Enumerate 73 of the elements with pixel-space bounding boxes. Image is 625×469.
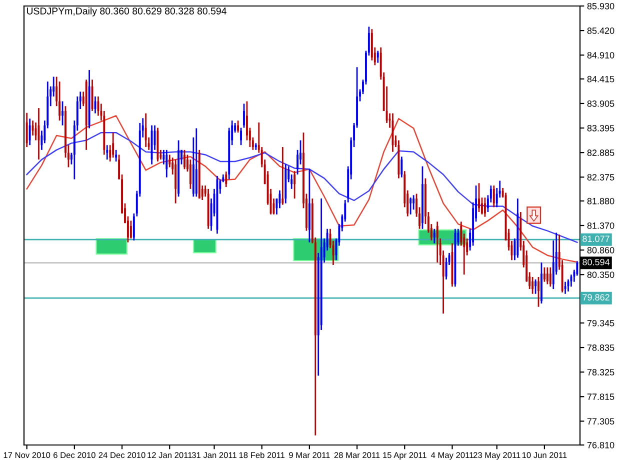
y-tick-label: 81.880	[587, 198, 614, 204]
x-tick-label: 18 Feb 2011	[239, 452, 285, 458]
candlestick	[184, 149, 186, 170]
x-tick-label: 28 Mar 2011	[334, 452, 380, 458]
candlestick	[294, 170, 296, 200]
x-tick-label: 23 May 2011	[473, 452, 520, 460]
candlestick	[410, 196, 412, 216]
candlestick	[118, 154, 120, 180]
candlestick	[376, 50, 379, 64]
candlestick	[240, 127, 242, 146]
chart-title: USDJPYm,Daily 80.360 80.629 80.328 80.594	[26, 7, 226, 16]
y-tick-label: 76.810	[587, 442, 614, 448]
candlestick	[62, 100, 64, 126]
y-tick-label: 79.345	[587, 320, 614, 326]
ref-line-label: 80.594	[582, 258, 610, 266]
candlestick	[189, 158, 192, 190]
candlestick	[106, 144, 108, 160]
candlestick	[166, 149, 168, 178]
y-tick-label: 77.305	[587, 418, 614, 425]
y-tick-label: 85.420	[587, 28, 614, 34]
y-tick-label: 83.395	[587, 124, 614, 132]
candlestick	[412, 194, 415, 210]
candlestick	[534, 278, 536, 295]
candlestick	[278, 190, 281, 209]
x-tick-label: 9 Mar 2011	[289, 452, 330, 458]
y-tick-label: 78.325	[587, 369, 614, 376]
x-tick-label: 6 Dec 2010	[54, 452, 96, 458]
candlestick	[532, 276, 534, 295]
candlestick	[115, 149, 118, 162]
candlestick	[112, 132, 114, 158]
candlestick	[492, 184, 495, 208]
ref-line-label: 81.077	[582, 236, 610, 242]
x-tick-label: 17 Nov 2010	[4, 452, 50, 458]
candlestick	[282, 146, 284, 206]
candlestick	[58, 80, 61, 122]
x-tick-label: 10 Jun 2011	[522, 452, 567, 458]
y-tick-label: 78.835	[587, 344, 614, 351]
candlestick	[26, 112, 28, 148]
y-tick-label: 81.370	[587, 222, 614, 229]
candlestick	[178, 140, 180, 198]
y-tick-label: 84.910	[587, 52, 614, 58]
y-tick-label: 82.375	[587, 174, 614, 180]
candlestick	[144, 112, 147, 148]
x-tick-label: 24 Dec 2010	[98, 452, 146, 458]
candlestick	[28, 118, 31, 146]
x-tick-label: 31 Jan 2011	[192, 452, 236, 458]
candlestick	[433, 228, 436, 244]
y-tick-label: 84.415	[587, 76, 614, 82]
candlestick	[478, 182, 480, 213]
line-series	[26, 132, 578, 243]
candlestick	[543, 266, 546, 283]
x-tick-label: 4 May 2011	[430, 452, 474, 460]
candlestick	[549, 266, 552, 288]
candlestick	[400, 156, 403, 178]
y-tick-label: 80.860	[587, 247, 614, 254]
y-tick-label: 85.930	[587, 2, 614, 10]
candlestick	[130, 220, 132, 240]
candlestick	[436, 220, 438, 264]
y-tick-label: 82.885	[587, 150, 614, 156]
candlestick	[484, 196, 486, 218]
candlestick	[243, 103, 245, 128]
candlestick	[237, 120, 240, 134]
x-tick-label: 12 Jan 2011	[148, 452, 192, 458]
candlestick	[546, 266, 548, 285]
y-tick-label: 80.350	[587, 272, 614, 278]
candlestick	[422, 166, 424, 230]
x-tick-label: 15 Apr 2011	[383, 452, 426, 460]
candlestick	[538, 276, 540, 308]
y-tick-label: 83.905	[587, 100, 614, 107]
candlestick	[225, 170, 228, 188]
candlestick	[540, 262, 542, 304]
y-tick-label: 77.815	[587, 394, 614, 400]
ref-line-label: 79.862	[582, 294, 610, 301]
